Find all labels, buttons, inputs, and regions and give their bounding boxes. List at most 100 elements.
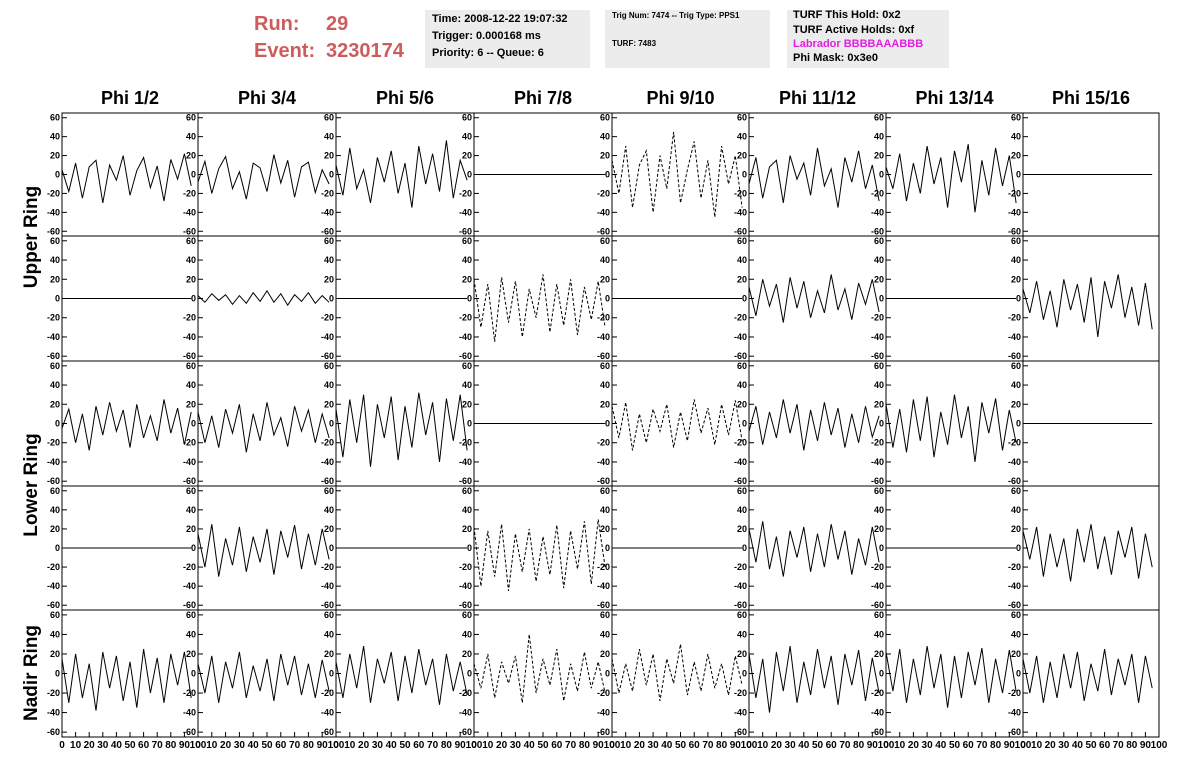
y-tick-label: -60 bbox=[183, 476, 196, 486]
x-tick-label: 0 bbox=[333, 740, 339, 751]
y-tick-label: -40 bbox=[183, 332, 196, 342]
x-tick-label: 80 bbox=[579, 740, 591, 751]
x-tick-label: 70 bbox=[152, 740, 164, 751]
y-tick-label: 20 bbox=[186, 151, 196, 161]
y-tick-label: 60 bbox=[600, 113, 610, 123]
y-tick-label: 20 bbox=[737, 649, 747, 659]
y-tick-label: -40 bbox=[1008, 207, 1021, 217]
y-tick-label: 0 bbox=[191, 543, 196, 553]
panel-frame bbox=[197, 112, 337, 237]
y-tick-label: 60 bbox=[1011, 486, 1021, 496]
y-tick-label: -20 bbox=[1008, 562, 1021, 572]
y-tick-label: -60 bbox=[597, 226, 610, 236]
y-tick-label: 20 bbox=[1011, 151, 1021, 161]
y-tick-label: 40 bbox=[600, 255, 610, 265]
y-tick-label: -40 bbox=[459, 708, 472, 718]
waveform bbox=[748, 274, 880, 323]
y-tick-label: -20 bbox=[597, 562, 610, 572]
y-tick-label: -40 bbox=[459, 332, 472, 342]
waveform bbox=[197, 289, 330, 307]
y-tick-label: -60 bbox=[321, 476, 334, 486]
x-tick-label: 40 bbox=[248, 740, 260, 751]
y-tick-label: 20 bbox=[737, 399, 747, 409]
panel-frame bbox=[1022, 485, 1160, 611]
info-box bbox=[605, 10, 770, 68]
y-tick-label: -20 bbox=[47, 562, 60, 572]
x-tick-label: 80 bbox=[1126, 740, 1138, 751]
y-tick-label: 40 bbox=[324, 132, 334, 142]
y-tick-label: -40 bbox=[321, 581, 334, 591]
info-line: Time: 2008-12-22 19:07:32 bbox=[432, 13, 568, 25]
y-tick-label: 20 bbox=[462, 524, 472, 534]
waveform bbox=[473, 519, 606, 591]
y-tick-label: 40 bbox=[874, 132, 884, 142]
y-tick-label: 40 bbox=[462, 132, 472, 142]
panel-frame bbox=[611, 609, 750, 738]
y-tick-label: 20 bbox=[50, 524, 60, 534]
x-tick-label: 40 bbox=[524, 740, 536, 751]
y-tick-label: -40 bbox=[47, 581, 60, 591]
y-tick-label: 20 bbox=[462, 399, 472, 409]
y-tick-label: 0 bbox=[605, 669, 610, 679]
y-tick-label: 40 bbox=[600, 380, 610, 390]
y-tick-label: 0 bbox=[55, 170, 60, 180]
y-tick-label: 60 bbox=[737, 361, 747, 371]
y-tick-label: -40 bbox=[1008, 332, 1021, 342]
column-label: Phi 11/12 bbox=[779, 88, 856, 108]
panel-frame bbox=[748, 485, 887, 611]
y-tick-label: 20 bbox=[1011, 649, 1021, 659]
y-tick-label: -40 bbox=[321, 708, 334, 718]
y-tick-label: 40 bbox=[600, 505, 610, 515]
y-tick-label: 40 bbox=[324, 380, 334, 390]
y-tick-label: -60 bbox=[597, 351, 610, 361]
x-tick-label: 100 bbox=[604, 740, 621, 751]
info-line: Labrador BBBBAAABBB bbox=[793, 38, 923, 50]
y-tick-label: -40 bbox=[459, 457, 472, 467]
x-tick-label: 70 bbox=[427, 740, 439, 751]
x-tick-label: 70 bbox=[839, 740, 851, 751]
y-tick-label: -60 bbox=[1008, 476, 1021, 486]
y-tick-label: -20 bbox=[459, 188, 472, 198]
y-tick-label: -20 bbox=[597, 188, 610, 198]
run-label: Run: bbox=[254, 13, 300, 35]
y-tick-label: 20 bbox=[324, 151, 334, 161]
x-tick-label: 30 bbox=[785, 740, 797, 751]
y-tick-label: 40 bbox=[737, 505, 747, 515]
y-tick-label: 0 bbox=[1016, 294, 1021, 304]
y-tick-label: 40 bbox=[324, 255, 334, 265]
y-tick-label: 40 bbox=[874, 380, 884, 390]
panel-frame bbox=[197, 609, 337, 738]
y-tick-label: 0 bbox=[329, 419, 334, 429]
x-tick-label: 100 bbox=[878, 740, 895, 751]
y-tick-label: 40 bbox=[1011, 132, 1021, 142]
y-tick-label: -60 bbox=[321, 727, 334, 737]
y-tick-label: 0 bbox=[1016, 669, 1021, 679]
x-tick-label: 20 bbox=[908, 740, 920, 751]
column-label: Phi 7/8 bbox=[514, 88, 572, 108]
y-tick-label: 40 bbox=[186, 505, 196, 515]
panel-frame bbox=[197, 235, 337, 362]
panel-frame bbox=[885, 112, 1024, 237]
y-tick-label: -40 bbox=[734, 332, 747, 342]
y-tick-label: 60 bbox=[737, 610, 747, 620]
y-tick-label: 40 bbox=[186, 255, 196, 265]
x-tick-label: 30 bbox=[922, 740, 934, 751]
y-tick-label: 60 bbox=[462, 113, 472, 123]
y-tick-label: 20 bbox=[324, 274, 334, 284]
column-label: Phi 3/4 bbox=[238, 88, 296, 108]
y-tick-label: 40 bbox=[462, 380, 472, 390]
y-tick-label: 60 bbox=[186, 486, 196, 496]
y-tick-label: 40 bbox=[1011, 255, 1021, 265]
y-tick-label: 20 bbox=[874, 649, 884, 659]
y-tick-label: -40 bbox=[183, 708, 196, 718]
y-tick-label: -40 bbox=[321, 332, 334, 342]
y-tick-label: -20 bbox=[871, 438, 884, 448]
x-tick-label: 80 bbox=[303, 740, 315, 751]
panel-frame bbox=[1022, 235, 1160, 362]
y-tick-label: 0 bbox=[605, 294, 610, 304]
y-tick-label: 40 bbox=[600, 132, 610, 142]
y-tick-label: -40 bbox=[321, 207, 334, 217]
x-tick-label: 70 bbox=[289, 740, 301, 751]
x-tick-label: 30 bbox=[372, 740, 384, 751]
y-tick-label: -20 bbox=[597, 438, 610, 448]
